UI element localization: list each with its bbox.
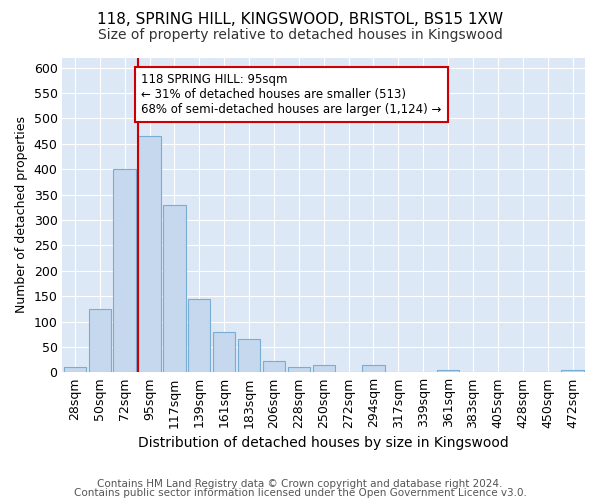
Text: Contains public sector information licensed under the Open Government Licence v3: Contains public sector information licen… bbox=[74, 488, 526, 498]
Text: Contains HM Land Registry data © Crown copyright and database right 2024.: Contains HM Land Registry data © Crown c… bbox=[97, 479, 503, 489]
Bar bbox=[362, 364, 385, 372]
Bar bbox=[313, 364, 335, 372]
Bar bbox=[562, 370, 584, 372]
Bar bbox=[287, 367, 310, 372]
Bar bbox=[113, 169, 136, 372]
X-axis label: Distribution of detached houses by size in Kingswood: Distribution of detached houses by size … bbox=[139, 436, 509, 450]
Text: 118, SPRING HILL, KINGSWOOD, BRISTOL, BS15 1XW: 118, SPRING HILL, KINGSWOOD, BRISTOL, BS… bbox=[97, 12, 503, 28]
Bar bbox=[263, 361, 285, 372]
Bar bbox=[163, 204, 185, 372]
Bar bbox=[64, 367, 86, 372]
Text: Size of property relative to detached houses in Kingswood: Size of property relative to detached ho… bbox=[98, 28, 502, 42]
Bar bbox=[213, 332, 235, 372]
Text: 118 SPRING HILL: 95sqm
← 31% of detached houses are smaller (513)
68% of semi-de: 118 SPRING HILL: 95sqm ← 31% of detached… bbox=[142, 72, 442, 116]
Bar bbox=[139, 136, 161, 372]
Y-axis label: Number of detached properties: Number of detached properties bbox=[15, 116, 28, 314]
Bar bbox=[89, 309, 111, 372]
Bar bbox=[437, 370, 460, 372]
Bar bbox=[188, 298, 211, 372]
Bar bbox=[238, 340, 260, 372]
